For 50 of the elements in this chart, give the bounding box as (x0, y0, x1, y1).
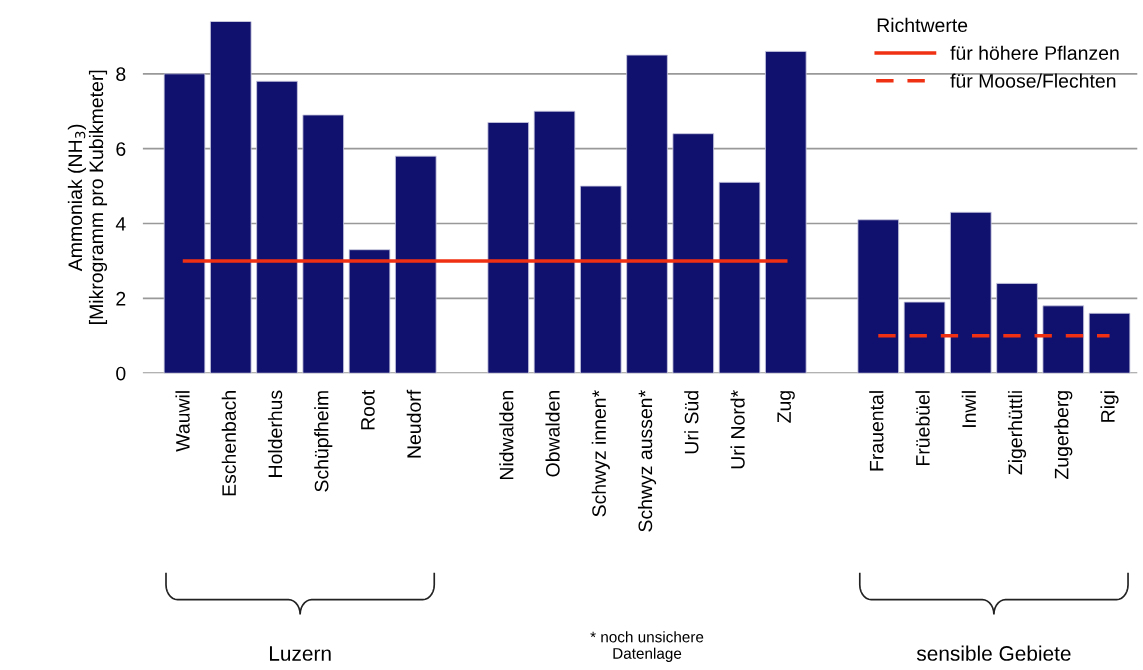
bar (950, 211, 992, 374)
x-tick-label: Schwyz aussen* (637, 390, 657, 532)
bar (256, 80, 298, 374)
x-tick-label: Zug (777, 391, 795, 423)
bar (672, 133, 715, 374)
bar (903, 301, 946, 374)
bar (626, 54, 668, 374)
x-tick-label: Rigi (1100, 391, 1119, 422)
bar (163, 73, 206, 374)
x-tick-label: Inwil (961, 391, 976, 427)
x-tick-label: Schüpfheim (314, 391, 333, 492)
x-tick-label: Holderhus (267, 390, 283, 477)
legend-label: für Moose/Flechten (950, 73, 1116, 88)
bar (718, 181, 761, 374)
x-tick-label: Wauwil (175, 391, 190, 452)
bar (348, 249, 391, 374)
x-tick-label: Zugerberg (1054, 391, 1073, 479)
bar (996, 282, 1038, 374)
x-tick-label: Uri Süd (684, 391, 699, 454)
bar (487, 122, 530, 374)
y-tick-label: 6 (116, 142, 126, 156)
x-tick-label: Uri Nord* (730, 390, 745, 469)
y-axis-title: Ammoniak (NH$_{3}$) [Mikrogramm pro Kubikmeter] (67, 70, 108, 324)
x-tick-label: Frauental (869, 391, 884, 471)
x-tick-label: Root (361, 390, 375, 430)
x-tick-label: Nidwalden (499, 391, 514, 480)
legend-label: für höhere Pflanzen (950, 45, 1119, 60)
y-tick-label: 0 (116, 366, 126, 381)
legend-title: Richtwerte (877, 17, 968, 33)
bar (302, 114, 345, 374)
bar (394, 155, 437, 374)
text: sensible Gebiete (916, 645, 1071, 661)
x-tick-label: Obwalden (545, 391, 560, 477)
bar (857, 219, 900, 374)
bar (533, 110, 576, 374)
bar (209, 21, 252, 374)
x-tick-label: Neudorf (406, 389, 421, 458)
x-tick-label: Schwyz innen* (591, 390, 610, 517)
bar (1088, 312, 1131, 374)
text: * noch unsichere Datenlage (590, 631, 704, 662)
y-tick-label: 8 (116, 67, 126, 82)
bar (765, 50, 807, 374)
bar (1042, 305, 1085, 374)
bar (580, 185, 622, 374)
y-tick-label: 4 (115, 217, 126, 231)
x-tick-label: Eschenbach (221, 391, 236, 496)
y-tick-label: 2 (116, 291, 126, 306)
x-tick-label: Zigerhüttli (1007, 391, 1027, 475)
text: Luzern (269, 646, 331, 661)
x-tick-label: Früebüel (915, 391, 930, 465)
